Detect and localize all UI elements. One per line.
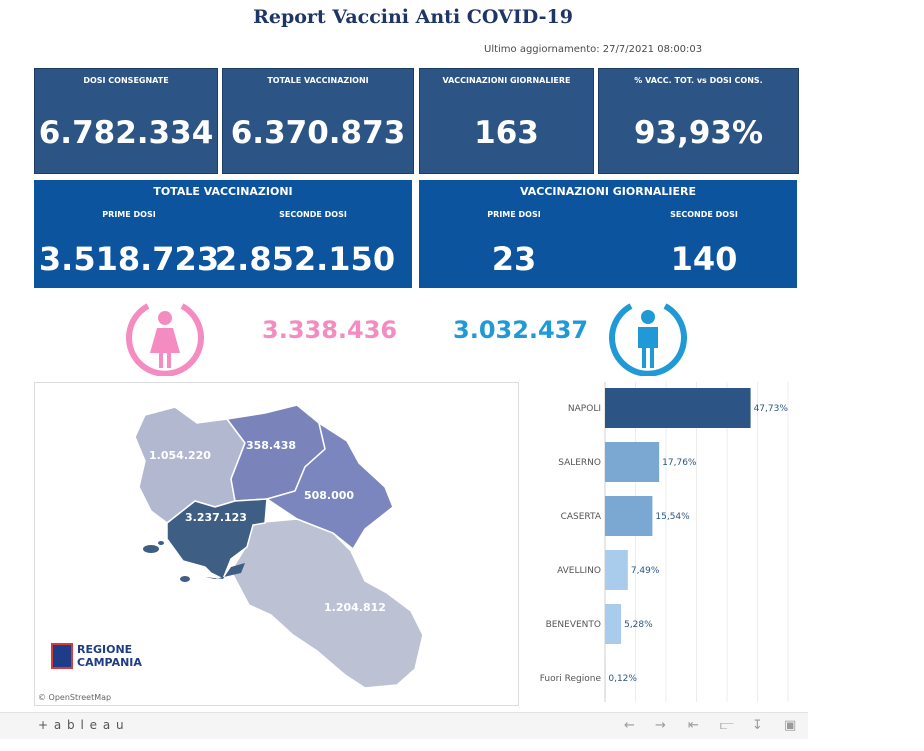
kpi-card-totale-vaccinazioni: TOTALE VACCINAZIONI 6.370.873	[222, 68, 414, 174]
map-label-avellino: 508.000	[304, 489, 354, 502]
map-island-capri	[180, 576, 190, 582]
bar-caserta[interactable]	[605, 496, 653, 536]
map-attribution[interactable]: © OpenStreetMap	[38, 693, 112, 702]
bar-salerno[interactable]	[605, 442, 660, 482]
value-label: 15,54%	[655, 512, 690, 522]
panel-val-prime: 3.518.723	[38, 240, 220, 278]
male-icon	[609, 298, 687, 377]
map-napoli-peninsula	[205, 563, 245, 579]
male-total: 3.032.437	[453, 316, 589, 344]
panel-val-seconde: 2.852.150	[214, 240, 396, 278]
map-region-avellino	[265, 421, 394, 551]
bar-fuori-regione[interactable]	[605, 658, 606, 698]
kpi-label: DOSI CONSEGNATE	[83, 76, 169, 85]
revert-icon[interactable]: ⇤	[688, 718, 699, 733]
regione-campania-logo: REGIONE CAMPANIA	[51, 641, 171, 677]
value-label: 17,76%	[662, 458, 697, 468]
tableau-logo[interactable]: + a b l e a u	[38, 718, 125, 732]
map-label-napoli: 3.237.123	[185, 511, 247, 524]
female-total: 3.338.436	[262, 316, 398, 344]
kpi-value: 93,93%	[633, 115, 764, 151]
province-bar-chart: NAPOLI 47,73% SALERNO 17,76% CASERTA 15,54% AV…	[540, 382, 789, 702]
panel-title: TOTALE VACCINAZIONI	[153, 185, 293, 198]
panel-sub-seconde: SECONDE DOSI	[279, 210, 347, 219]
map-region-salerno	[230, 518, 424, 689]
tableau-toolbar: + a b l e a u ← → ⇤ ⫍ ↧ ▣	[0, 712, 808, 739]
value-label: 47,73%	[754, 404, 789, 414]
panel-totale-vaccinazioni: TOTALE VACCINAZIONI PRIME DOSI 3.518.723…	[34, 180, 412, 288]
redo-icon[interactable]: →	[655, 718, 666, 733]
kpi-value: 163	[474, 115, 539, 151]
category-label: AVELLINO	[557, 566, 601, 576]
category-label: SALERNO	[558, 458, 601, 468]
kpi-label: VACCINAZIONI GIORNALIERE	[442, 76, 571, 85]
logo-emblem	[51, 643, 73, 669]
value-label: 7,49%	[631, 566, 660, 576]
category-label: NAPOLI	[568, 404, 601, 414]
undo-icon[interactable]: ←	[624, 718, 635, 733]
map-label-benevento: 358.438	[246, 439, 296, 452]
download-icon[interactable]: ↧	[752, 718, 763, 733]
panel-sub-seconde: SECONDE DOSI	[670, 210, 738, 219]
kpi-card-dosi-consegnate: DOSI CONSEGNATE 6.782.334	[34, 68, 218, 174]
value-label: 0,12%	[608, 674, 637, 684]
map-label-salerno: 1.204.812	[324, 601, 386, 614]
bar-napoli[interactable]	[605, 388, 751, 428]
panel-sub-prime: PRIME DOSI	[102, 210, 156, 219]
panel-val-prime: 23	[491, 240, 537, 278]
bar-avellino[interactable]	[605, 550, 628, 590]
panel-title: VACCINAZIONI GIORNALIERE	[519, 185, 697, 198]
kpi-label: TOTALE VACCINAZIONI	[267, 76, 369, 85]
map-island-procida	[158, 541, 164, 545]
last-update: Ultimo aggiornamento: 27/7/2021 08:00:03	[484, 44, 703, 55]
female-icon	[126, 298, 204, 377]
map-region-napoli	[166, 498, 268, 581]
kpi-value: 6.782.334	[38, 115, 214, 151]
map-label-caserta: 1.054.220	[149, 449, 211, 462]
kpi-value: 6.370.873	[230, 115, 406, 151]
kpi-card-percentuale: % VACC. TOT. vs DOSI CONS. 93,93%	[598, 68, 799, 174]
report-title: Report Vaccini Anti COVID-19	[253, 6, 573, 28]
category-label: Fuori Regione	[540, 674, 601, 684]
panel-sub-prime: PRIME DOSI	[487, 210, 541, 219]
category-label: CASERTA	[561, 512, 602, 522]
value-label: 5,28%	[624, 620, 653, 630]
panel-val-seconde: 140	[670, 240, 738, 278]
campania-map[interactable]: 1.054.220 358.438 508.000 3.237.123 1.20…	[34, 382, 519, 706]
fullscreen-icon[interactable]: ▣	[784, 718, 797, 733]
category-label: BENEVENTO	[546, 620, 601, 630]
kpi-card-vaccinazioni-giornaliere: VACCINAZIONI GIORNALIERE 163	[419, 68, 594, 174]
logo-text-regione: REGIONE	[77, 643, 133, 656]
bar-benevento[interactable]	[605, 604, 622, 644]
logo-text-campania: CAMPANIA	[77, 656, 142, 669]
panel-vaccinazioni-giornaliere: VACCINAZIONI GIORNALIERE PRIME DOSI 23 S…	[419, 180, 797, 288]
map-island-ischia	[143, 545, 159, 553]
share-icon[interactable]: ⫍	[720, 718, 734, 733]
kpi-label: % VACC. TOT. vs DOSI CONS.	[634, 76, 763, 85]
